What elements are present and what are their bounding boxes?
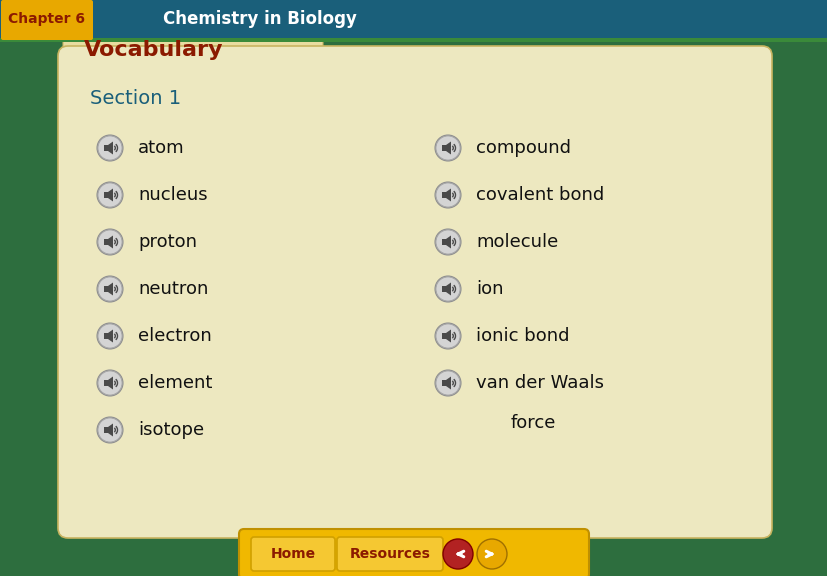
Circle shape xyxy=(97,182,123,208)
Circle shape xyxy=(434,229,461,255)
Polygon shape xyxy=(446,188,451,202)
Text: atom: atom xyxy=(138,139,184,157)
Polygon shape xyxy=(446,282,451,295)
Text: Chapter 6: Chapter 6 xyxy=(8,12,85,26)
Polygon shape xyxy=(108,377,112,389)
Circle shape xyxy=(98,136,122,160)
Text: Section 1: Section 1 xyxy=(90,89,181,108)
Text: neutron: neutron xyxy=(138,280,208,298)
FancyBboxPatch shape xyxy=(337,537,442,571)
FancyBboxPatch shape xyxy=(251,537,335,571)
Text: ion: ion xyxy=(476,280,503,298)
Polygon shape xyxy=(442,145,446,151)
Polygon shape xyxy=(108,282,112,295)
Circle shape xyxy=(98,230,122,254)
Text: Vocabulary: Vocabulary xyxy=(84,40,223,60)
Text: Chemistry in Biology: Chemistry in Biology xyxy=(163,10,356,28)
Circle shape xyxy=(476,539,506,569)
Circle shape xyxy=(97,370,123,396)
Polygon shape xyxy=(108,423,112,437)
Circle shape xyxy=(98,277,122,301)
Circle shape xyxy=(97,135,123,161)
Polygon shape xyxy=(442,380,446,386)
FancyBboxPatch shape xyxy=(58,46,771,538)
FancyBboxPatch shape xyxy=(1,0,93,40)
Circle shape xyxy=(434,182,461,208)
Circle shape xyxy=(98,371,122,395)
Circle shape xyxy=(436,183,460,207)
Polygon shape xyxy=(108,142,112,154)
Polygon shape xyxy=(104,427,108,433)
Text: nucleus: nucleus xyxy=(138,186,208,204)
Text: element: element xyxy=(138,374,212,392)
Text: proton: proton xyxy=(138,233,197,251)
Circle shape xyxy=(434,323,461,349)
Text: van der Waals: van der Waals xyxy=(476,374,603,392)
Circle shape xyxy=(98,183,122,207)
Text: ionic bond: ionic bond xyxy=(476,327,569,345)
Polygon shape xyxy=(108,236,112,248)
Polygon shape xyxy=(104,239,108,245)
Circle shape xyxy=(97,229,123,255)
Polygon shape xyxy=(442,286,446,292)
Polygon shape xyxy=(104,145,108,151)
Text: Resources: Resources xyxy=(349,547,430,561)
Circle shape xyxy=(97,276,123,302)
Circle shape xyxy=(98,418,122,442)
Polygon shape xyxy=(108,188,112,202)
Polygon shape xyxy=(446,329,451,343)
Text: molecule: molecule xyxy=(476,233,557,251)
Text: compound: compound xyxy=(476,139,571,157)
FancyBboxPatch shape xyxy=(239,529,588,576)
Polygon shape xyxy=(442,333,446,339)
Polygon shape xyxy=(104,333,108,339)
Circle shape xyxy=(97,417,123,443)
FancyBboxPatch shape xyxy=(0,38,827,42)
Polygon shape xyxy=(442,192,446,198)
Circle shape xyxy=(436,136,460,160)
Circle shape xyxy=(436,230,460,254)
Polygon shape xyxy=(104,286,108,292)
Circle shape xyxy=(436,371,460,395)
Polygon shape xyxy=(446,377,451,389)
Text: electron: electron xyxy=(138,327,212,345)
FancyBboxPatch shape xyxy=(63,28,323,86)
Text: isotope: isotope xyxy=(138,421,204,439)
Circle shape xyxy=(434,370,461,396)
Circle shape xyxy=(442,539,472,569)
Text: Home: Home xyxy=(270,547,315,561)
Polygon shape xyxy=(446,236,451,248)
Text: force: force xyxy=(510,414,556,432)
Polygon shape xyxy=(442,239,446,245)
Circle shape xyxy=(434,276,461,302)
Circle shape xyxy=(436,324,460,348)
Circle shape xyxy=(434,135,461,161)
Circle shape xyxy=(98,324,122,348)
Polygon shape xyxy=(104,192,108,198)
Circle shape xyxy=(97,323,123,349)
Circle shape xyxy=(436,277,460,301)
Polygon shape xyxy=(108,329,112,343)
Polygon shape xyxy=(446,142,451,154)
Text: covalent bond: covalent bond xyxy=(476,186,604,204)
FancyBboxPatch shape xyxy=(0,0,827,38)
Polygon shape xyxy=(104,380,108,386)
